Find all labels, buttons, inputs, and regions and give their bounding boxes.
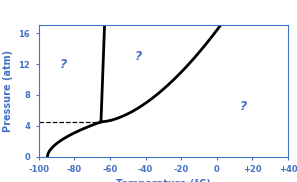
Text: ?: ? (135, 50, 142, 63)
Text: Phase Diagram: Phase Diagram (101, 6, 196, 16)
Y-axis label: Pressure (atm): Pressure (atm) (3, 50, 13, 132)
X-axis label: Temperature (°C): Temperature (°C) (116, 179, 211, 182)
Text: ?: ? (60, 58, 67, 70)
Text: ?: ? (240, 100, 247, 113)
